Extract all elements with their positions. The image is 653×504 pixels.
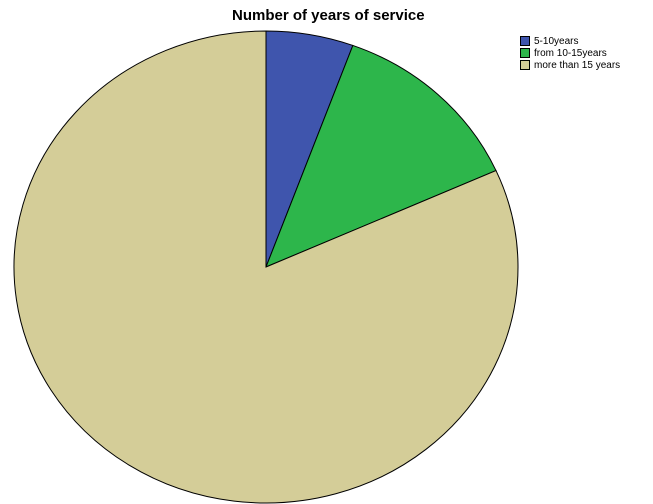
legend-swatch [520, 60, 530, 70]
pie-slice-from-10-15years [265, 44, 497, 268]
legend-label: 5-10years [534, 35, 579, 47]
legend-label: from 10-15years [534, 47, 607, 59]
chart-title-text: Number of years of service [232, 7, 425, 24]
legend-item: 5-10years [520, 35, 620, 47]
legend-label: more than 15 years [534, 59, 621, 71]
pie-slice-more-than-15-years [13, 30, 519, 504]
legend: 5-10years from 10-15years more than 15 yea… [520, 35, 620, 71]
legend-item: more than 15 years [520, 59, 620, 71]
legend-swatch [520, 48, 530, 58]
legend-item: from 10-15years [520, 47, 620, 59]
chart-title: Number of years of service [0, 7, 653, 24]
legend-swatch [520, 36, 530, 46]
